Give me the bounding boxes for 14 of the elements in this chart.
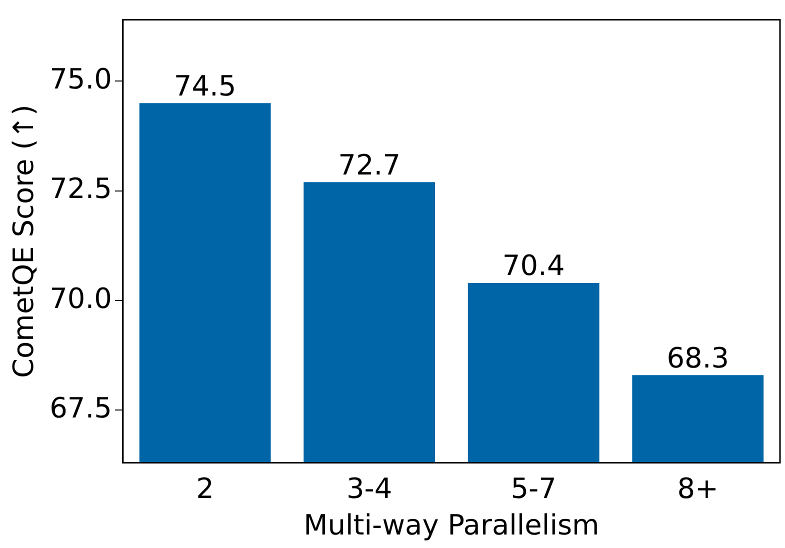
x-tick-label: 8+ xyxy=(677,472,719,505)
x-tick-label: 5-7 xyxy=(510,472,556,505)
x-tick-label: 2 xyxy=(196,472,214,505)
y-tick-label: 75.0 xyxy=(50,62,112,96)
x-tick-label: 3-4 xyxy=(346,472,392,505)
y-tick-label: 72.5 xyxy=(50,172,112,206)
data-label: 68.3 xyxy=(666,341,730,374)
data-label: 70.4 xyxy=(502,249,565,282)
y-axis-title: CometQE Score (↑) xyxy=(7,104,40,378)
y-tick-label: 67.5 xyxy=(50,391,112,424)
data-label: 74.5 xyxy=(174,69,236,102)
data-label: 72.7 xyxy=(338,148,401,182)
y-tick-label: 70.0 xyxy=(50,282,112,315)
x-axis-title: Multi-way Parallelism xyxy=(304,508,600,542)
